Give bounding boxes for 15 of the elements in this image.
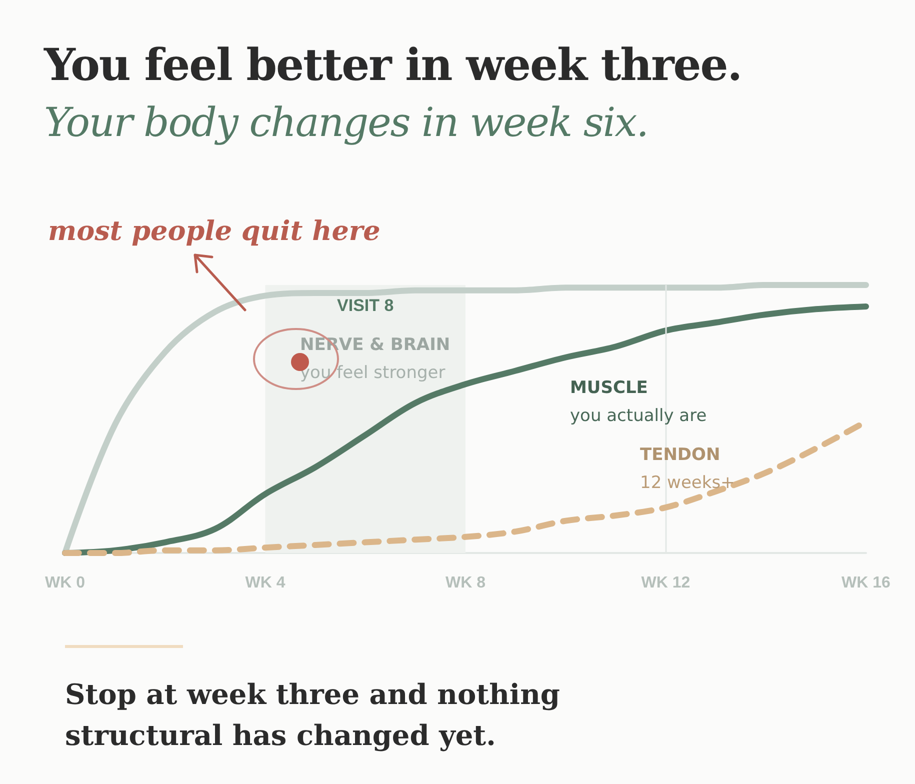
series-label: TENDON — [640, 445, 720, 465]
annotation: 12 weeks+ — [640, 473, 735, 493]
x-tick-label: WK 16 — [842, 574, 891, 592]
chart-subtitle: Your body changes in week six. — [44, 100, 648, 146]
annotation: you actually are — [570, 406, 707, 426]
x-tick-label: WK 12 — [641, 574, 690, 592]
annotation: you feel stronger — [300, 363, 446, 383]
x-tick-label: WK 0 — [45, 574, 86, 592]
series-label: MUSCLE — [570, 378, 648, 398]
text: Stop at week three and nothing structural has changed yet. — [65, 677, 562, 754]
x-tick-label: WK 8 — [446, 574, 486, 592]
text: most people quit here — [48, 216, 380, 247]
chart-title: You feel better in week three. — [44, 40, 742, 91]
x-tick-label: WK 4 — [245, 574, 286, 592]
band-label: VISIT 8 — [337, 296, 394, 315]
